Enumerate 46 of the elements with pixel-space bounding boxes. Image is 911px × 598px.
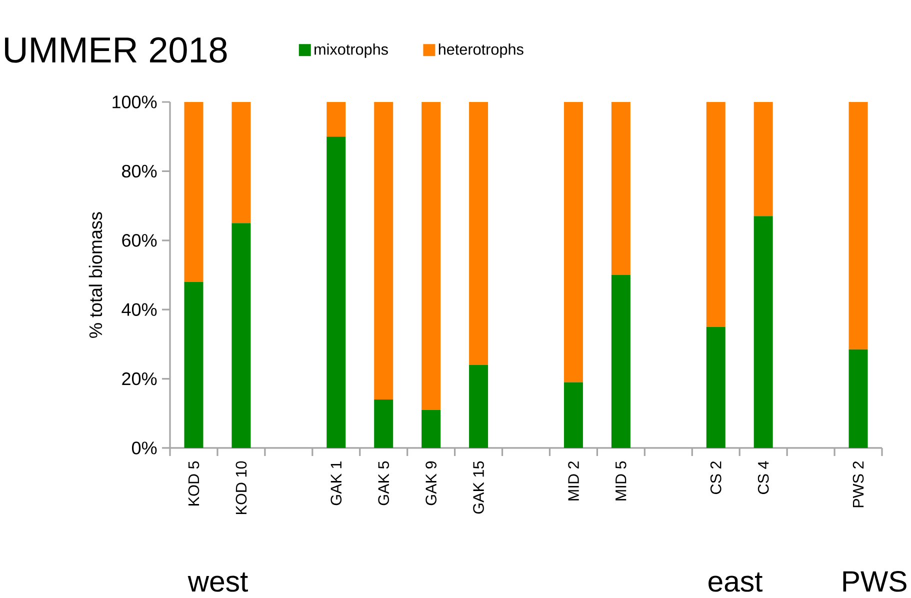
chart-title: UMMER 2018 bbox=[5, 37, 227, 63]
bar bbox=[564, 102, 583, 382]
bar bbox=[754, 216, 773, 448]
y-tick-label: 100% bbox=[112, 96, 157, 108]
bar bbox=[848, 349, 868, 448]
bar bbox=[754, 102, 773, 216]
bar bbox=[422, 102, 441, 410]
x-tick-label: CS 2 bbox=[710, 461, 722, 494]
x-tick-label: GAK 1 bbox=[330, 461, 342, 506]
y-tick-label: 60% bbox=[122, 234, 157, 247]
bar bbox=[422, 410, 441, 448]
y-tick-label: 80% bbox=[122, 164, 157, 178]
x-tick-label: CS 4 bbox=[758, 461, 769, 494]
x-tick-label: MID 5 bbox=[616, 461, 626, 500]
bar bbox=[848, 102, 868, 350]
bar bbox=[232, 102, 251, 224]
bar bbox=[326, 136, 346, 448]
text: east bbox=[708, 572, 763, 592]
bar bbox=[611, 274, 630, 448]
bar bbox=[326, 102, 346, 137]
x-tick-label: KOD 5 bbox=[188, 461, 200, 506]
bar bbox=[469, 364, 488, 448]
bar bbox=[184, 282, 204, 448]
bar bbox=[374, 400, 394, 448]
x-tick-label: MID 2 bbox=[568, 461, 579, 500]
bar bbox=[706, 326, 726, 448]
bar bbox=[469, 102, 488, 365]
text: PWS bbox=[843, 571, 906, 592]
y-tick-label: 40% bbox=[122, 303, 157, 316]
y-tick-label: 0% bbox=[132, 442, 157, 454]
bar bbox=[184, 102, 204, 282]
x-tick-label: GAK 15 bbox=[473, 461, 484, 514]
x-tick-label: GAK 5 bbox=[378, 461, 390, 506]
bar bbox=[374, 102, 394, 400]
bar bbox=[232, 223, 251, 448]
x-tick-label: PWS 2 bbox=[852, 461, 864, 508]
y-axis-title: % total biomass bbox=[88, 212, 102, 338]
bar bbox=[564, 382, 583, 448]
legend-label: mixotrophs bbox=[314, 44, 388, 58]
y-tick-label: 20% bbox=[122, 372, 157, 386]
bar bbox=[611, 102, 630, 275]
x-tick-label: KOD 10 bbox=[236, 461, 247, 514]
text: west bbox=[188, 572, 248, 592]
legend-label: heterotrophs bbox=[438, 44, 524, 58]
bar bbox=[706, 102, 726, 327]
x-tick-label: GAK 9 bbox=[426, 461, 436, 506]
